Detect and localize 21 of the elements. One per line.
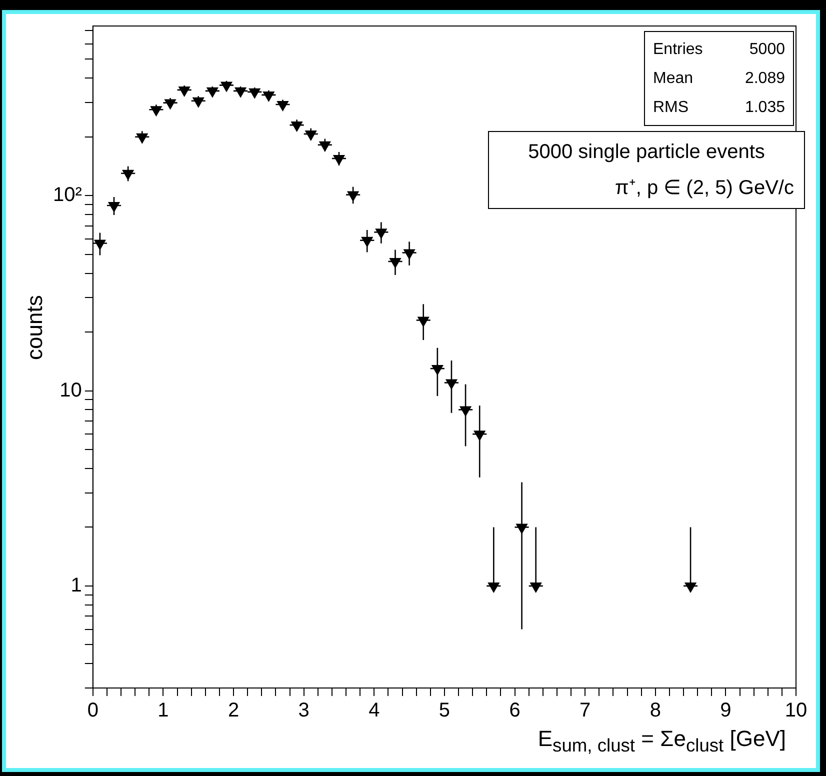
y-tick-label: 1 xyxy=(70,574,82,596)
x-axis-title: E$_{sum, clust}$ = Σe$_{clust}$ [GeV] xyxy=(538,726,786,756)
x-tick-label: 7 xyxy=(580,700,591,722)
text: RMS 1.035 xyxy=(653,99,785,116)
text: Entries 5000 xyxy=(653,41,785,58)
x-tick-label: 9 xyxy=(720,700,732,722)
x-tick-label: 3 xyxy=(298,700,310,722)
x-tick-label: 4 xyxy=(368,700,380,722)
y-axis-title: counts xyxy=(22,295,48,360)
annotation: π⁺, p ∈ (2, 5) GeV/c xyxy=(614,176,794,201)
x-tick-label: 6 xyxy=(509,700,520,722)
annotation: 5000 single particle events xyxy=(527,140,766,165)
y-tick-label: 10² xyxy=(53,184,82,206)
x-tick-label: 8 xyxy=(650,700,661,722)
x-tick-label: 2 xyxy=(228,700,240,722)
x-tick-label: 1 xyxy=(158,700,169,722)
y-tick-label: 10 xyxy=(60,379,82,402)
x-tick-label: 5 xyxy=(438,700,450,722)
x-tick-label: 0 xyxy=(87,700,98,722)
text: Mean 2.089 xyxy=(653,70,785,87)
x-tick-label: 10 xyxy=(784,700,808,722)
